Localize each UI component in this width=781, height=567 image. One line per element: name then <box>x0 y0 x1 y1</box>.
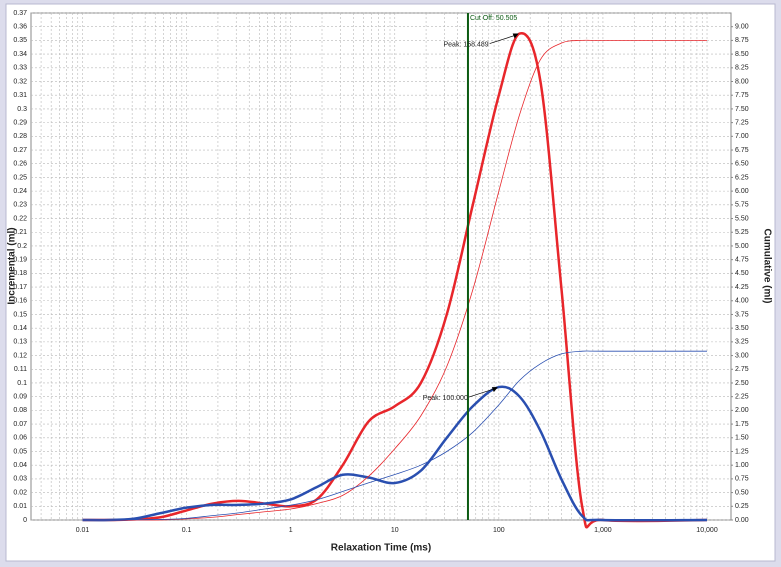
x-tick-label: 0.01 <box>76 527 90 534</box>
y-tick-label: 0.02 <box>13 489 27 496</box>
y-tick-label: 0.01 <box>13 503 27 510</box>
y2-tick-label: 8.75 <box>735 37 749 44</box>
y-tick-label: 0.04 <box>13 462 27 469</box>
y-tick-label: 0.06 <box>13 435 27 442</box>
y2-tick-label: 7.75 <box>735 92 749 99</box>
y2-tick-label: 7.00 <box>735 133 749 140</box>
y2-tick-label: 7.50 <box>735 106 749 113</box>
x-tick-label: 0.1 <box>182 527 192 534</box>
y2-tick-label: 4.25 <box>735 284 749 291</box>
y-tick-label: 0.27 <box>13 147 27 154</box>
x-tick-label: 1 <box>289 527 293 534</box>
y2-tick-label: 0.75 <box>735 476 749 483</box>
y-tick-label: 0.07 <box>13 421 27 428</box>
y2-axis-title: Cumulative (ml) <box>761 228 772 303</box>
y2-tick-label: 0.00 <box>735 517 749 524</box>
y-tick-label: 0.24 <box>13 188 27 195</box>
y-tick-label: 0.29 <box>13 119 27 126</box>
y2-tick-label: 2.75 <box>735 366 749 373</box>
y-tick-label: 0.37 <box>13 10 27 17</box>
y-tick-label: 0.11 <box>14 366 27 373</box>
y-tick-label: 0.2 <box>17 243 27 250</box>
y2-tick-label: 3.75 <box>735 311 749 318</box>
y-tick-label: 0.05 <box>13 448 27 455</box>
y2-tick-label: 5.50 <box>735 215 749 222</box>
y2-tick-label: 4.50 <box>735 270 749 277</box>
y-tick-label: 0.1 <box>17 380 27 387</box>
y-tick-label: 0.28 <box>13 133 27 140</box>
y2-tick-label: 4.00 <box>735 298 749 305</box>
y2-tick-label: 3.00 <box>735 352 749 359</box>
page: {"chart_data": {"type": "line", "xlabel"… <box>0 0 781 567</box>
y2-tick-label: 2.00 <box>735 407 749 414</box>
y2-tick-label: 6.00 <box>735 188 749 195</box>
y-tick-label: 0.22 <box>13 215 27 222</box>
x-tick-label: 10,000 <box>696 527 718 534</box>
y2-tick-label: 1.75 <box>735 421 749 428</box>
plot-area <box>31 13 731 520</box>
y2-tick-label: 8.00 <box>735 78 749 85</box>
y-tick-label: 0.14 <box>13 325 27 332</box>
y2-tick-label: 1.25 <box>735 448 749 455</box>
peak-label: Peak: 100.000 <box>423 395 468 402</box>
y-tick-label: 0.17 <box>13 284 27 291</box>
y-tick-label: 0.13 <box>13 339 27 346</box>
y-tick-label: 0.31 <box>13 92 27 99</box>
y-tick-label: 0.34 <box>13 51 27 58</box>
y-tick-label: 0.32 <box>13 78 27 85</box>
x-tick-label: 1,000 <box>594 527 612 534</box>
y2-tick-label: 3.25 <box>735 339 749 346</box>
y-tick-label: 0.08 <box>13 407 27 414</box>
y2-tick-label: 4.75 <box>735 256 749 263</box>
y-tick-label: 0.12 <box>13 352 27 359</box>
y-tick-label: 0.26 <box>13 161 27 168</box>
cutoff-label: Cut Off: 50.505 <box>470 15 517 22</box>
y-tick-label: 0.03 <box>13 476 27 483</box>
y2-tick-label: 7.25 <box>735 119 749 126</box>
y2-tick-label: 5.75 <box>735 202 749 209</box>
y-tick-label: 0.3 <box>17 106 27 113</box>
y2-tick-label: 0.25 <box>735 503 749 510</box>
y-tick-label: 0.23 <box>13 202 27 209</box>
y-tick-label: 0.21 <box>13 229 27 236</box>
y2-tick-label: 3.50 <box>735 325 749 332</box>
y2-tick-label: 8.50 <box>735 51 749 58</box>
y2-tick-label: 6.50 <box>735 161 749 168</box>
y-tick-label: 0 <box>23 517 27 524</box>
y-axis-title: Incremental (ml) <box>7 227 18 304</box>
y-tick-label: 0.25 <box>13 174 27 181</box>
y-tick-label: 0.33 <box>13 65 27 72</box>
y2-tick-label: 9.00 <box>735 24 749 31</box>
y2-tick-label: 1.50 <box>735 435 749 442</box>
peak-label: Peak: 158.489 <box>444 41 489 48</box>
x-tick-label: 100 <box>493 527 505 534</box>
chart: Relaxation Time (ms) Incremental (ml) Cu… <box>0 0 781 567</box>
y2-tick-label: 0.50 <box>735 489 749 496</box>
y2-tick-label: 8.25 <box>735 65 749 72</box>
y-tick-label: 0.16 <box>13 298 27 305</box>
y2-tick-label: 5.00 <box>735 243 749 250</box>
y2-tick-label: 2.50 <box>735 380 749 387</box>
y2-tick-label: 1.00 <box>735 462 749 469</box>
y2-tick-label: 2.25 <box>735 394 749 401</box>
y-tick-label: 0.18 <box>13 270 27 277</box>
y-tick-label: 0.35 <box>13 37 27 44</box>
y-tick-label: 0.15 <box>13 311 27 318</box>
y2-tick-label: 5.25 <box>735 229 749 236</box>
y2-tick-label: 6.75 <box>735 147 749 154</box>
y2-tick-label: 6.25 <box>735 174 749 181</box>
y-tick-label: 0.09 <box>13 394 27 401</box>
x-tick-label: 10 <box>391 527 399 534</box>
x-axis-title: Relaxation Time (ms) <box>331 543 431 554</box>
y-tick-label: 0.19 <box>13 256 27 263</box>
y-tick-label: 0.36 <box>13 24 27 31</box>
